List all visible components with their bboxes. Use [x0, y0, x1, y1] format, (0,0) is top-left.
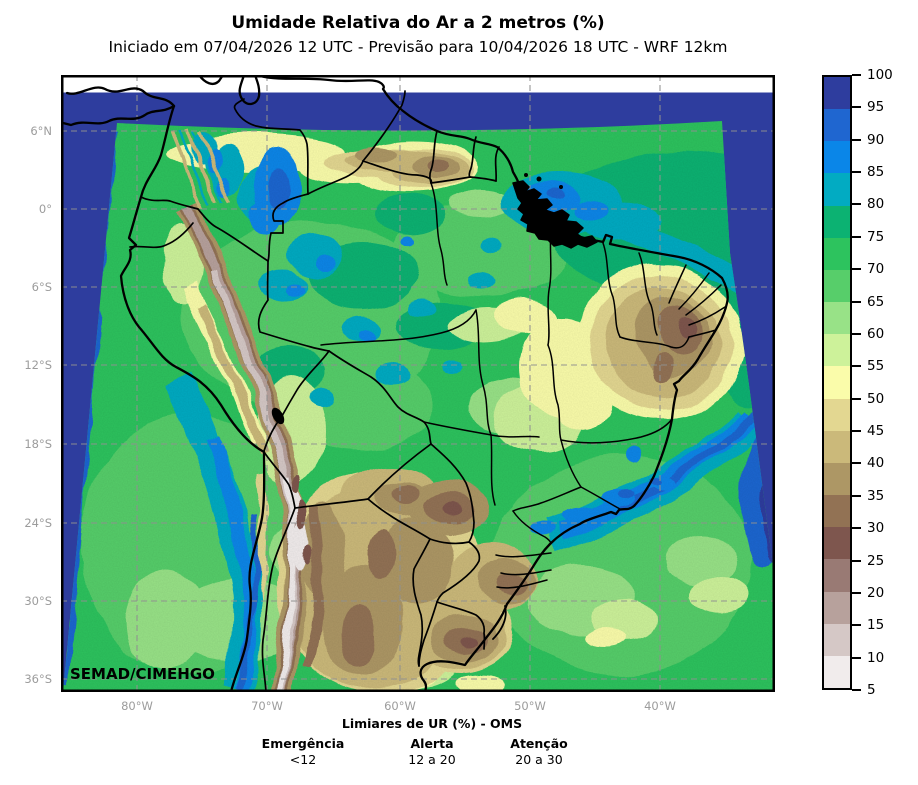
thresholds-heading: Limiares de UR (%) - OMS [341, 716, 523, 731]
colorbar-tick-label: 35 [867, 487, 885, 504]
top-white-band [63, 77, 773, 93]
colorbar-tick [852, 235, 861, 238]
colorbar-cell [824, 655, 850, 688]
threshold-label: Alerta [410, 736, 454, 751]
colorbar-tick-label: 40 [867, 455, 885, 472]
weather-map: SEMAD/CIMEHGO [61, 73, 775, 694]
colorbar-tick [852, 171, 861, 174]
lat-tick-label: 18°S [24, 437, 52, 451]
colorbar-tick [852, 430, 861, 433]
colorbar-cell [824, 430, 850, 463]
colorbar-tick [852, 559, 861, 562]
colorbar-tick-label: 25 [867, 552, 885, 569]
model-domain [63, 121, 775, 692]
colorbar-tick-label: 30 [867, 520, 885, 537]
colorbar-cell [824, 141, 850, 174]
colorbar-cell [824, 302, 850, 335]
lake-titicaca [271, 407, 285, 425]
colorbar-tick-label: 60 [867, 325, 885, 342]
threshold-value: 12 a 20 [408, 752, 456, 767]
colorbar-tick-label: 55 [867, 358, 885, 375]
colorbar-tick [852, 300, 861, 303]
colorbar-tick [852, 203, 861, 206]
colorbar-tick [852, 624, 861, 627]
colorbar-tick [852, 268, 861, 271]
colorbar-tick [852, 494, 861, 497]
page-title: Umidade Relativa do Ar a 2 metros (%) [231, 13, 605, 33]
lat-tick-label: 0° [38, 202, 52, 216]
colorbar-cell [824, 366, 850, 399]
colorbar-tick [852, 74, 861, 76]
colorbar-tick-label: 20 [867, 584, 885, 601]
colorbar-tick-label: 45 [867, 423, 885, 440]
country-borders [129, 90, 500, 693]
colorbar-cell [824, 559, 850, 592]
map-border [61, 75, 775, 692]
lat-tick-label: 6°S [31, 280, 52, 294]
colorbar-cell [824, 623, 850, 656]
threshold-column: Alerta 12 a 20 [408, 736, 455, 768]
lon-tick-label: 80°W [121, 699, 153, 713]
lon-tick-label: 60°W [384, 699, 416, 713]
lat-tick-label: 24°S [24, 516, 52, 530]
colorbar-tick-label: 15 [867, 617, 885, 634]
colorbar-tick-label: 5 [867, 682, 876, 698]
colorbar-cell [824, 398, 850, 431]
colorbar-tick [852, 591, 861, 594]
colorbar-tick [852, 689, 861, 691]
colorbar-tick [852, 397, 861, 400]
threshold-column: Atenção 20 a 30 [510, 736, 567, 768]
colorbar-cell [824, 269, 850, 303]
colorbar-cell [824, 527, 850, 560]
lon-tick-label: 50°W [514, 699, 546, 713]
lat-tick-label: 30°S [24, 594, 52, 608]
colorbar [822, 75, 852, 690]
colorbar-cell [824, 591, 850, 624]
colorbar-tick-label: 100 [867, 67, 893, 83]
graticule [61, 75, 775, 692]
colorbar-cell [824, 77, 850, 110]
lat-tick-label: 36°S [24, 672, 52, 686]
state-borders [320, 182, 726, 589]
threshold-column: Emergência <12 [262, 736, 345, 768]
colorbar-tick-label: 70 [867, 261, 885, 278]
lat-tick-label: 12°S [24, 358, 52, 372]
threshold-label: Emergência [261, 736, 345, 751]
page-subtitle: Iniciado em 07/04/2026 12 UTC - Previsão… [108, 38, 728, 56]
coastline-paths [61, 73, 729, 694]
colorbar-tick [852, 365, 861, 368]
colorbar-tick-label: 95 [867, 99, 885, 116]
colorbar-tick-label: 10 [867, 649, 885, 666]
colorbar-tick [852, 656, 861, 659]
colorbar-cell [824, 237, 850, 270]
colorbar-tick [852, 527, 861, 530]
colorbar-tick [852, 462, 861, 465]
colorbar-tick-label: 90 [867, 131, 885, 148]
map-canvas: SEMAD/CIMEHGO [61, 73, 775, 694]
threshold-value: <12 [289, 752, 317, 767]
colorbar-cell [824, 495, 850, 528]
threshold-value: 20 a 30 [515, 752, 563, 767]
watermark-text: SEMAD/CIMEHGO [70, 665, 215, 683]
amazon-delta [512, 180, 598, 249]
colorbar-cell [824, 173, 850, 206]
colorbar-tick-label: 85 [867, 164, 885, 181]
lon-tick-label: 70°W [251, 699, 283, 713]
colorbar-cell [824, 462, 850, 496]
colorbar-tick-label: 65 [867, 293, 885, 310]
colorbar-cell [824, 334, 850, 367]
lon-tick-label: 40°W [644, 699, 676, 713]
colorbar-tick [852, 138, 861, 141]
colorbar-cell [824, 205, 850, 238]
colorbar-tick [852, 332, 861, 335]
threshold-label: Atenção [510, 736, 568, 751]
colorbar-tick-label: 50 [867, 390, 885, 407]
colorbar-tick-label: 75 [867, 228, 885, 245]
colorbar-cell [824, 109, 850, 142]
colorbar-tick [852, 106, 861, 109]
lat-tick-label: 6°N [30, 124, 52, 138]
field-noise-texture [63, 121, 775, 692]
colorbar-tick-label: 80 [867, 196, 885, 213]
